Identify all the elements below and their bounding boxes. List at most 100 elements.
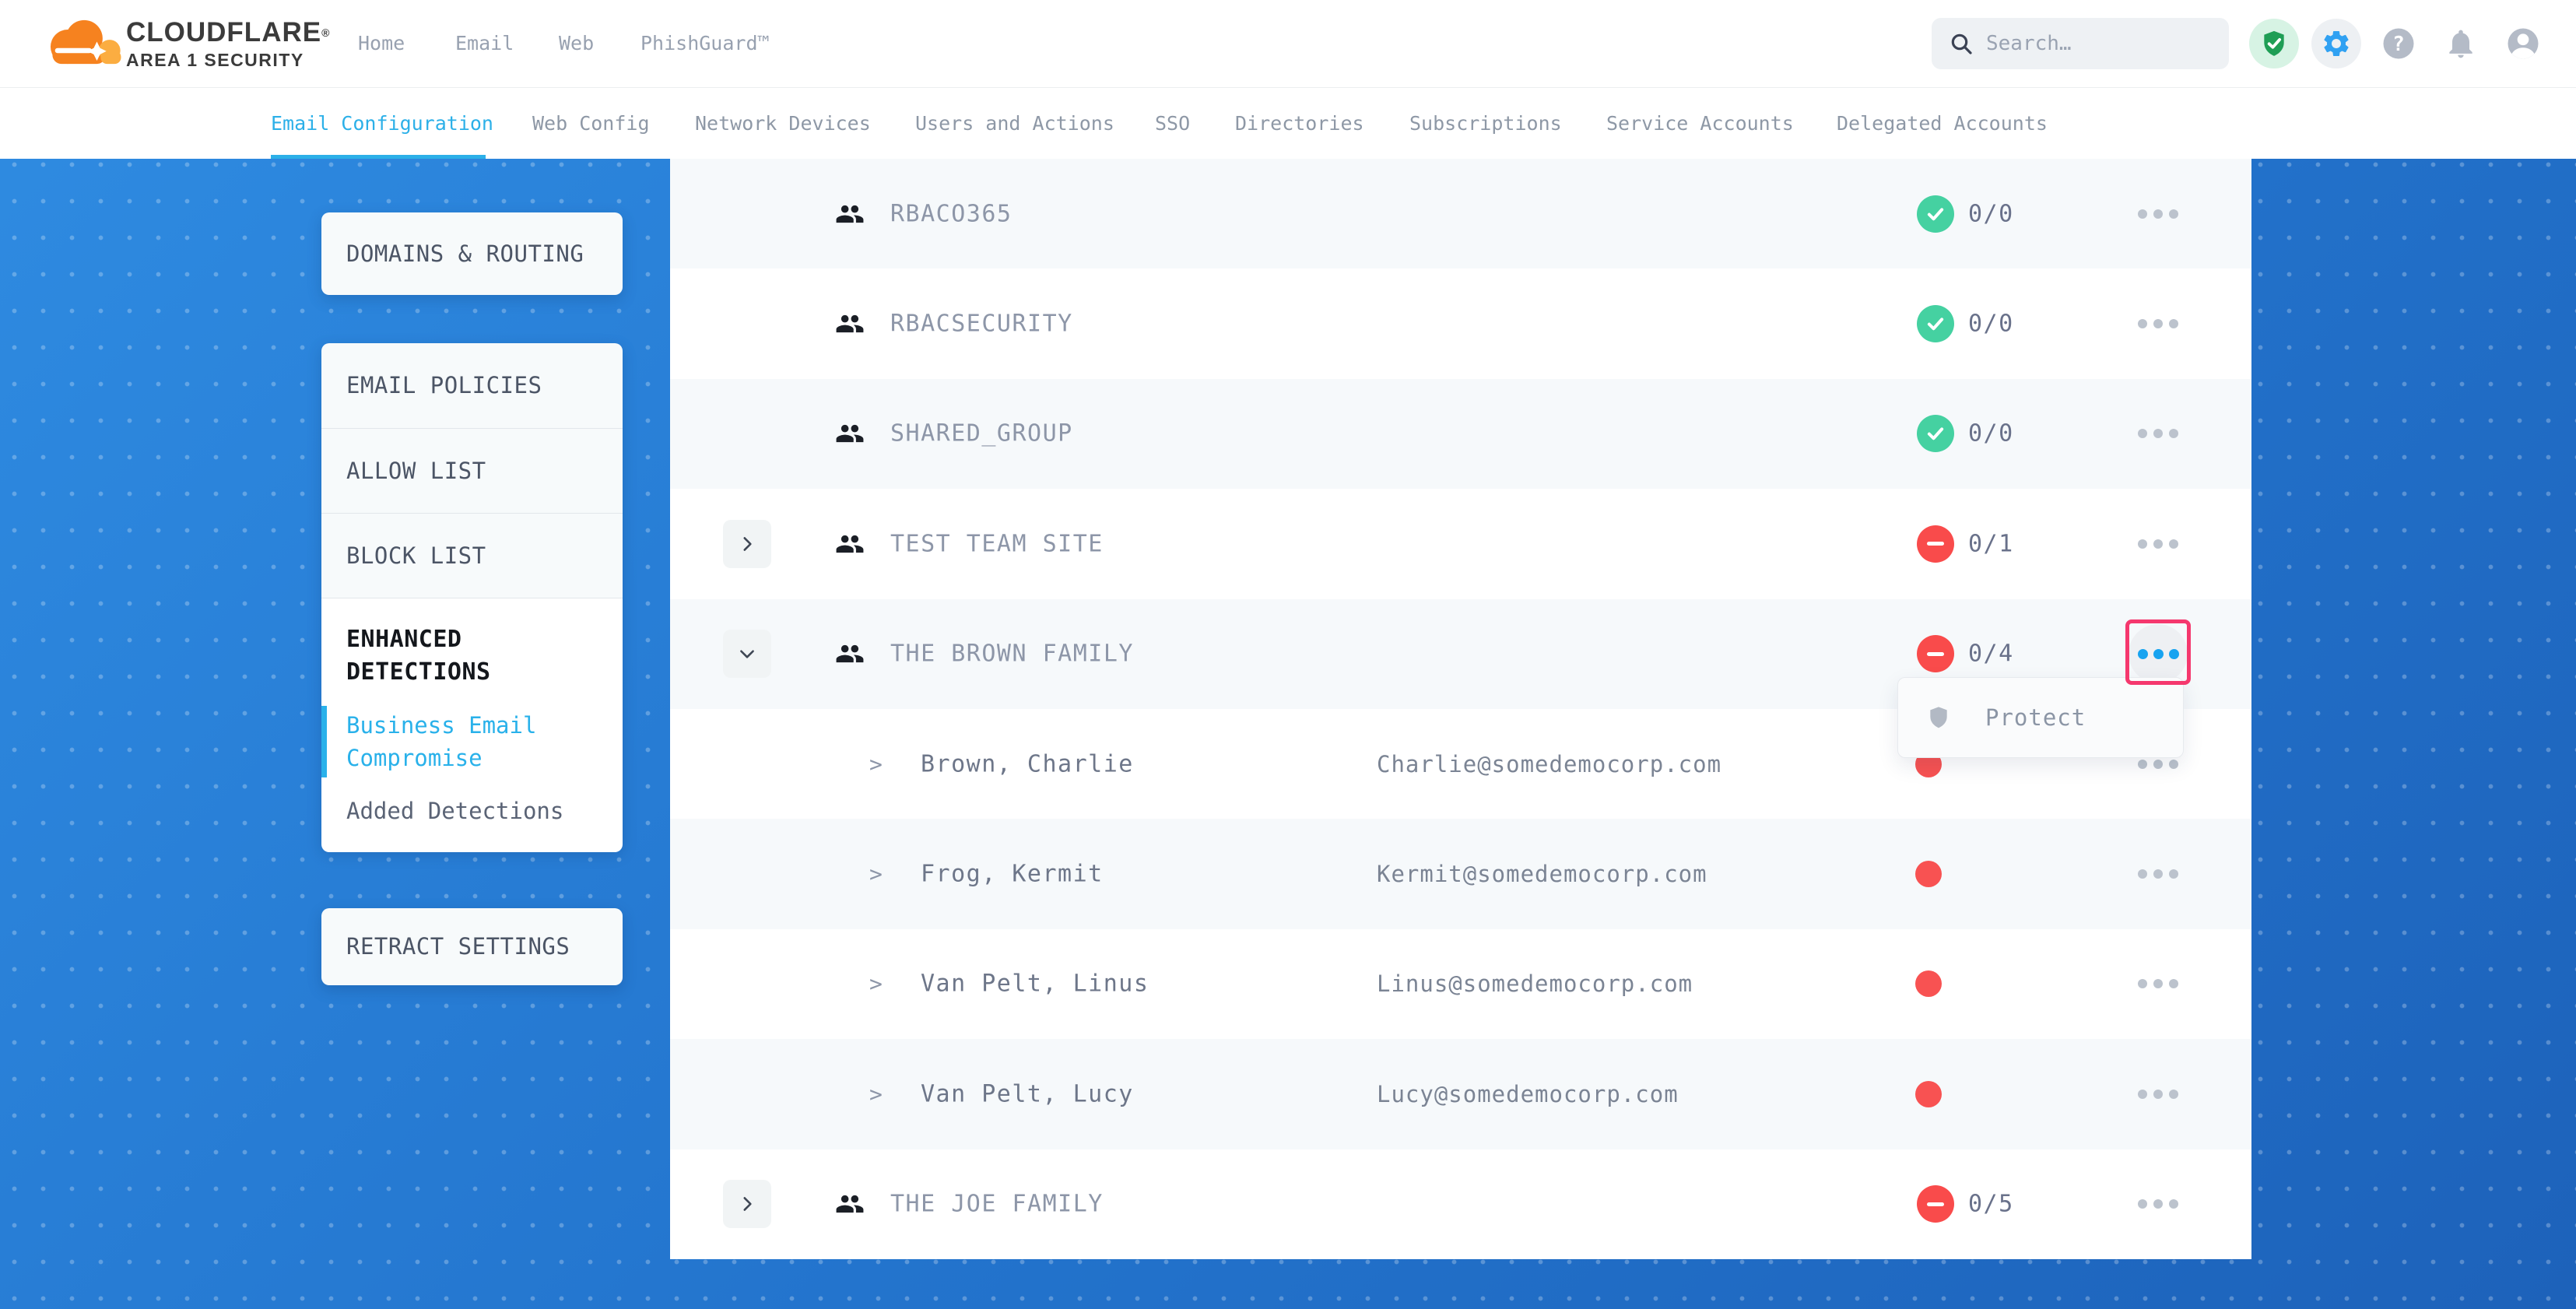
tab-delegated-accounts[interactable]: Delegated Accounts [1837,112,2048,135]
member-name: Van Pelt, Linus [921,970,1149,998]
sidebar-divider [321,513,623,514]
status-check-badge [1917,415,1954,453]
sidebar-card-retract-settings[interactable]: RETRACT SETTINGS [321,908,623,985]
status-check-badge [1917,195,1954,233]
group-icon [835,199,865,229]
svg-text:?: ? [2392,33,2405,56]
row-actions-button[interactable] [2138,869,2178,879]
row-actions-button[interactable] [2138,1089,2178,1099]
notifications-bell-icon[interactable] [2436,19,2486,68]
header-icons: ? [2249,19,2548,68]
shield-check-icon[interactable] [2249,19,2299,68]
account-icon[interactable] [2498,19,2548,68]
cloudflare-logo-icon [44,17,126,73]
sidebar-item-enhanced-detections[interactable]: ENHANCED DETECTIONS [346,626,491,686]
sidebar-subitem-added-detections[interactable]: Added Detections [346,798,564,824]
tab-network-devices[interactable]: Network Devices [695,112,871,135]
status-blocked-badge [1917,525,1954,563]
search-input[interactable] [1986,32,2204,55]
expand-row-button[interactable] [723,519,771,568]
top-nav: Home Email Web PhishGuard™ [0,0,1090,87]
table-row-van-pelt-linus[interactable]: > Van Pelt, Linus Linus@somedemocorp.com [670,928,2251,1040]
sidebar-item-domains-routing[interactable]: DOMAINS & ROUTING [346,240,584,267]
settings-gear-icon[interactable] [2311,19,2361,68]
nav-link-home[interactable]: Home [358,32,405,54]
registered-mark: ® [321,26,331,39]
tab-sso[interactable]: SSO [1155,112,1191,135]
groups-table: RBACO365 0/0 RBACSECURITY 0/0 SHARED_GROUP 0/… [670,159,2251,1259]
help-icon[interactable]: ? [2374,19,2423,68]
sidebar-item-block-list[interactable]: BLOCK LIST [346,542,486,569]
sidebar-subitem-business-email-compromise[interactable]: Business Email Compromise [321,706,588,777]
protected-count: 0/4 [1968,640,2014,668]
row-actions-button[interactable] [2138,759,2178,769]
expand-row-button[interactable] [723,1180,771,1229]
tab-directories[interactable]: Directories [1235,112,1364,135]
search-icon [1949,31,1974,56]
status-check-badge [1917,305,1954,343]
minus-icon [1927,1202,1944,1206]
collapse-row-button[interactable] [723,630,771,679]
table-row-shared-group[interactable]: SHARED_GROUP 0/0 [670,378,2251,490]
row-actions-button[interactable] [2138,209,2178,219]
chevron-right-icon [737,534,757,554]
table-row-van-pelt-lucy[interactable]: > Van Pelt, Lucy Lucy@somedemocorp.com [670,1039,2251,1149]
sidebar-item-retract-settings[interactable]: RETRACT SETTINGS [346,933,570,960]
tab-service-accounts[interactable]: Service Accounts [1606,112,1794,135]
sidebar-card-domains-routing[interactable]: DOMAINS & ROUTING [321,212,623,295]
highlight-annotation-box [2125,619,2191,685]
table-row-rbacsecurity[interactable]: RBACSECURITY 0/0 [670,268,2251,379]
chevron-right-icon [737,1194,757,1214]
group-icon [835,639,865,669]
chevron-down-icon [737,644,757,664]
protected-count: 0/0 [1968,310,2014,338]
section-tabbar: Email Configuration Web Config Network Dev… [0,87,2576,159]
sidebar-divider [321,428,623,429]
table-row-frog-kermit[interactable]: > Frog, Kermit Kermit@somedemocorp.com [670,819,2251,929]
menu-item-label: Protect [1985,704,2086,731]
group-name: THE BROWN FAMILY [890,640,1134,668]
row-actions-button[interactable] [2138,429,2178,439]
row-actions-button[interactable] [2138,319,2178,329]
sidebar-item-email-policies[interactable]: EMAIL POLICIES [346,372,542,398]
nav-link-email[interactable]: Email [455,32,514,54]
tab-subscriptions[interactable]: Subscriptions [1409,112,1562,135]
status-dot-unprotected [1915,1080,1942,1107]
enhanced-subitems: Business Email Compromise Added Detection… [321,706,623,827]
member-email: Lucy@somedemocorp.com [1377,1080,1679,1107]
app-header: CLOUDFLARE® AREA 1 SECURITY Home Email Web… [0,0,2576,87]
table-row-brown-charlie[interactable]: > Brown, Charlie Charlie@somedemocorp.com [670,708,2251,819]
group-name: RBACO365 [890,200,1013,228]
brand-text: CLOUDFLARE® AREA 1 SECURITY [126,19,330,71]
member-chevron-icon: > [869,1081,883,1107]
row-actions-button[interactable] [2138,539,2178,549]
tab-web-config[interactable]: Web Config [532,112,650,135]
nav-link-phishguard[interactable]: PhishGuard™ [640,32,770,54]
member-name: Frog, Kermit [921,860,1104,888]
member-name: Van Pelt, Lucy [921,1080,1134,1108]
group-name: THE JOE FAMILY [890,1190,1104,1218]
table-row-rbaco365[interactable]: RBACO365 0/0 [670,159,2251,269]
member-chevron-icon: > [869,970,883,997]
search-box[interactable] [1932,18,2229,69]
table-row-test-team-site[interactable]: TEST TEAM SITE 0/1 [670,489,2251,599]
brand-name: CLOUDFLARE [126,17,322,47]
protected-count: 0/0 [1968,419,2014,447]
row-actions-button-active[interactable] [2129,624,2188,684]
menu-item-protect[interactable]: Protect [1898,678,2183,757]
member-name: Brown, Charlie [921,750,1134,778]
row-context-menu: Protect [1897,677,2184,758]
status-blocked-badge [1917,635,1954,673]
status-dot-unprotected [1915,970,1942,998]
row-actions-button[interactable] [2138,1199,2178,1209]
tab-users-and-actions[interactable]: Users and Actions [915,112,1114,135]
sidebar-item-allow-list[interactable]: ALLOW LIST [346,458,486,484]
row-actions-button[interactable] [2138,979,2178,989]
nav-link-web[interactable]: Web [559,32,595,54]
tab-email-configuration[interactable]: Email Configuration [271,112,493,135]
protected-count: 0/0 [1968,200,2014,228]
group-icon [835,309,865,339]
table-row-the-joe-family[interactable]: THE JOE FAMILY 0/5 [670,1149,2251,1259]
brand-tagline: AREA 1 SECURITY [126,50,304,70]
minus-icon [1927,542,1944,546]
